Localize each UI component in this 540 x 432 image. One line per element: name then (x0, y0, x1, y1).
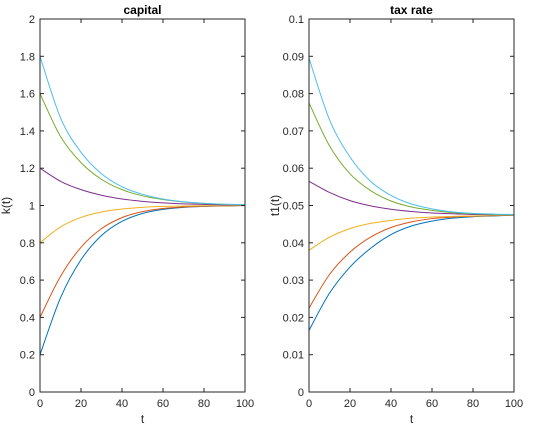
x-tick-label: 40 (116, 398, 128, 410)
x-tick-label: 100 (236, 398, 254, 410)
y-tick-label: 0.1 (289, 14, 304, 26)
y-tick-label: 2 (29, 14, 35, 26)
series-line-2 (308, 214, 515, 309)
y-tick-label: 1.4 (20, 126, 35, 138)
x-tick-label: 60 (426, 398, 438, 410)
y-tick-label: 0 (29, 387, 35, 399)
series-line-5 (39, 93, 246, 206)
y-tick-label: 0.09 (283, 51, 304, 63)
x-tick-label: 60 (157, 398, 169, 410)
x-axis-label: t (410, 412, 414, 426)
chart-title: capital (123, 3, 161, 17)
x-axis-label: t (141, 412, 145, 426)
x-tick-label: 20 (75, 398, 87, 410)
x-tick-label: 40 (385, 398, 397, 410)
chart-title: tax rate (390, 3, 433, 17)
y-tick-label: 0.05 (283, 201, 304, 213)
x-tick-label: 20 (344, 398, 356, 410)
series-line-6 (39, 56, 246, 206)
y-tick-label: 1.8 (20, 51, 35, 63)
series-line-3 (39, 205, 246, 244)
y-axis-label: t1(t) (268, 195, 282, 216)
series-line-5 (308, 102, 515, 216)
chart-panel-2: 0 20 40 60 80 100 0 0.01 0.02 0.03 0.04 0.05 0.06 0.0… (268, 3, 523, 426)
y-tick-label: 0.08 (283, 89, 304, 101)
x-tick-label: 100 (505, 398, 523, 410)
y-tick-label: 0 (298, 387, 304, 399)
y-tick-label: 1.6 (20, 89, 35, 101)
series-line-2 (39, 205, 246, 318)
x-tick-label: 0 (306, 398, 312, 410)
y-tick-label: 0.06 (283, 163, 304, 175)
y-tick-label: 0.2 (20, 350, 35, 362)
y-tick-label: 0.03 (283, 275, 304, 287)
chart-panel-1: 0 20 40 60 80 100 0 0.2 0.4 0.6 0.8 1 1.2 1.4 1.6 1.8 2 c… (0, 3, 254, 426)
y-tick-label: 0.6 (20, 275, 35, 287)
series-line-3 (308, 214, 515, 251)
y-tick-label: 1 (29, 201, 35, 213)
axes-box (308, 18, 515, 393)
y-tick-label: 0.02 (283, 312, 304, 324)
x-tick-label: 80 (198, 398, 210, 410)
series-line-1 (39, 205, 246, 355)
y-tick-label: 1.2 (20, 163, 35, 175)
y-tick-label: 0.04 (283, 238, 304, 250)
x-tick-label: 80 (467, 398, 479, 410)
y-tick-label: 0.01 (283, 350, 304, 362)
series-line-6 (308, 58, 515, 215)
y-axis-label: k(t) (0, 197, 13, 214)
x-tick-label: 0 (37, 398, 43, 410)
y-tick-label: 0.07 (283, 126, 304, 138)
y-tick-label: 0.8 (20, 238, 35, 250)
series-line-4 (39, 167, 246, 206)
y-tick-label: 0.4 (20, 312, 35, 324)
series-line-4 (308, 180, 515, 216)
